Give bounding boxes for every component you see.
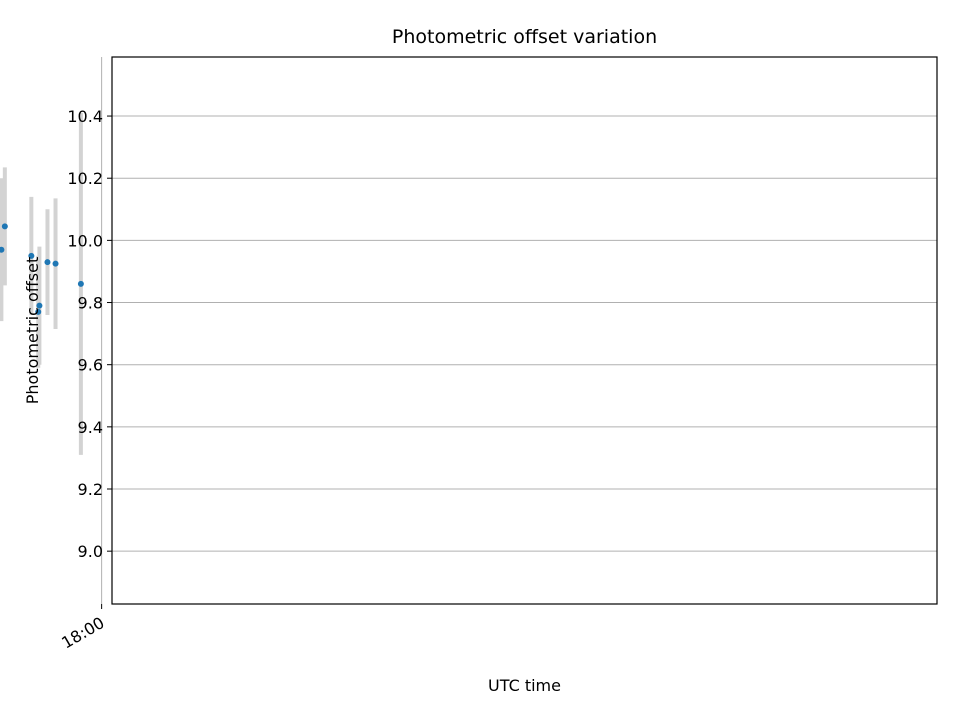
data-point xyxy=(44,259,51,266)
y-tick-label: 9.2 xyxy=(78,480,103,499)
plot-frame xyxy=(111,56,938,605)
x-axis-label: UTC time xyxy=(488,676,561,695)
y-tick-label: 10.2 xyxy=(67,169,103,188)
y-tick-label: 9.0 xyxy=(78,542,103,561)
y-tick-label: 9.8 xyxy=(78,294,103,313)
data-point xyxy=(52,260,59,267)
y-axis: 9.0 9.2 9.4 9.6 9.8 10.0 10.2 10.4 xyxy=(67,107,112,561)
chart-title: Photometric offset variation xyxy=(392,26,657,48)
y-tick-label: 9.4 xyxy=(78,418,103,437)
data-point xyxy=(35,308,42,315)
y-tick-label: 10.4 xyxy=(67,107,103,126)
data-point xyxy=(36,302,43,309)
data-point xyxy=(77,280,84,287)
data-points xyxy=(0,223,84,315)
data-point xyxy=(28,252,35,259)
grid xyxy=(101,57,937,604)
y-tick-label: 10.0 xyxy=(67,231,103,250)
y-axis-label: Photometric offset xyxy=(23,257,42,405)
x-tick-label: 18:00 xyxy=(58,613,107,653)
data-point xyxy=(1,223,8,230)
x-axis: 18:0020:0022:0000:0002:0004:00 xyxy=(58,604,108,653)
data-point xyxy=(0,246,5,253)
y-tick-label: 9.6 xyxy=(78,356,103,375)
